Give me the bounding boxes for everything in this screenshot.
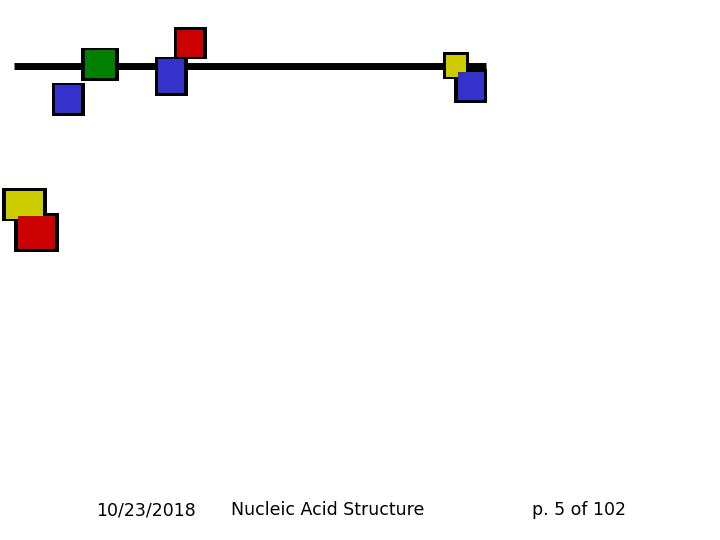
Bar	[155, 57, 188, 96]
Text: p. 5 of 102: p. 5 of 102	[532, 502, 626, 519]
Bar	[443, 52, 469, 79]
Bar	[14, 213, 59, 252]
Bar	[458, 72, 484, 100]
Bar	[446, 55, 466, 77]
Bar	[2, 188, 47, 221]
Bar	[55, 85, 81, 113]
Bar	[81, 48, 119, 81]
Bar	[52, 83, 85, 116]
Bar	[177, 30, 203, 57]
Bar	[174, 27, 207, 59]
Bar	[158, 59, 184, 93]
Bar	[85, 50, 115, 78]
Bar	[6, 191, 43, 219]
Text: Nucleic Acid Structure: Nucleic Acid Structure	[231, 502, 424, 519]
Bar	[18, 216, 55, 249]
Text: 10/23/2018: 10/23/2018	[96, 502, 196, 519]
Bar	[454, 69, 487, 103]
